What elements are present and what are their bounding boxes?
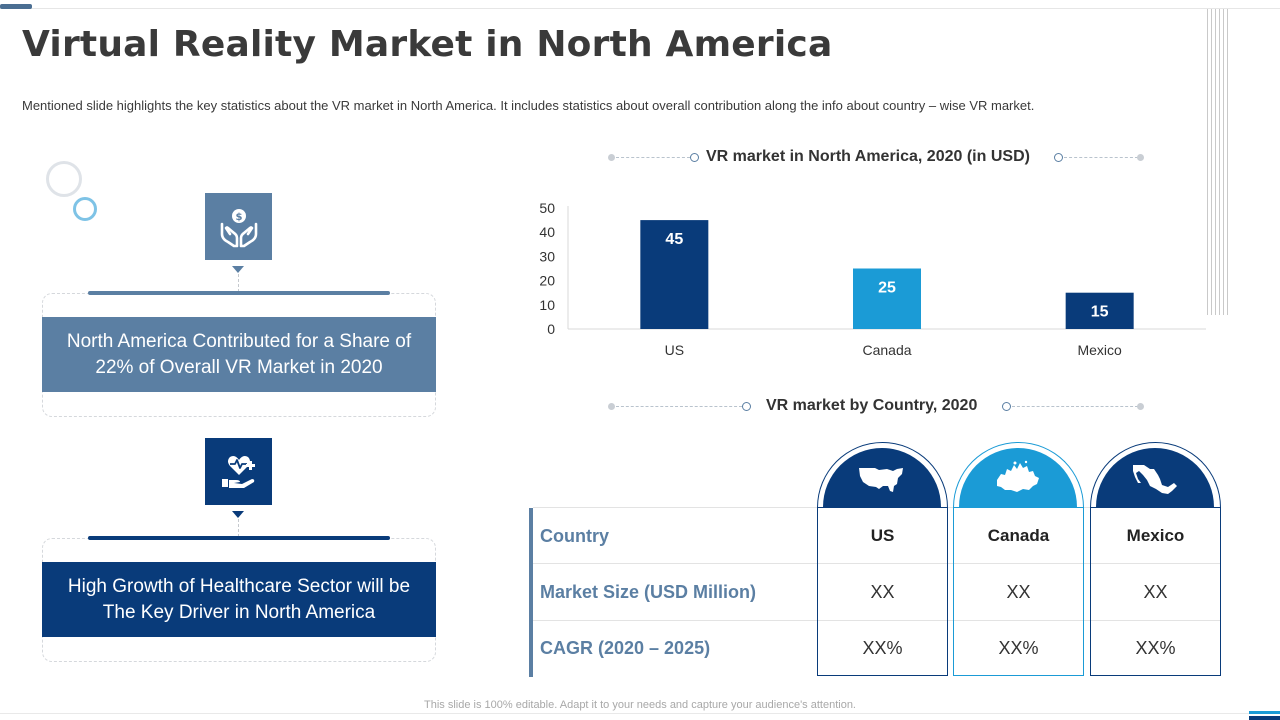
mexico-column [1090,507,1221,676]
chart-section-header: VR market in North America, 2020 (in USD… [608,148,1146,168]
card-top-bar [88,536,390,540]
top-divider [0,8,1280,9]
bottom-divider [0,713,1280,714]
card-healthcare-text: High Growth of Healthcare Sector will be… [42,562,436,637]
us-column [817,507,948,676]
x-tick-label: Canada [862,342,911,358]
decorative-stripes [1207,9,1229,315]
chart-section-title: VR market in North America, 2020 (in USD… [706,148,1030,165]
page-title: Virtual Reality Market in North America [22,24,833,65]
col-header-canada: Canada [987,526,1050,545]
bottom-accent-bar [1249,716,1280,720]
connector-line [238,274,239,292]
row-label-market-size: Market Size (USD Million) [540,582,757,602]
y-tick-label: 40 [539,224,555,240]
card-share-text: North America Contributed for a Share of… [42,317,436,392]
top-accent-bar [0,4,32,9]
row-label-cagr: CAGR (2020 – 2025) [540,638,711,658]
us-map-icon [859,467,903,492]
bar-mexico [1065,292,1134,329]
mexico-map-icon [1133,464,1177,494]
us-market-size: XX [870,582,895,602]
table-section-title: VR market by Country, 2020 [766,397,978,414]
table-left-border [529,508,533,677]
bar-canada [853,268,921,329]
x-tick-label: Mexico [1077,342,1122,358]
canada-market-size: XX [1006,582,1031,602]
pointer-triangle [232,266,244,273]
canada-cagr: XX% [998,638,1039,658]
us-column-cap [817,442,948,508]
col-header-us: US [870,526,895,545]
mexico-market-size: XX [1143,582,1168,602]
bar-data-label: 45 [665,231,683,248]
y-tick-label: 20 [539,273,555,289]
row-divider [533,620,1221,621]
y-tick-label: 0 [547,321,555,337]
mexico-column-cap [1090,442,1221,508]
mexico-cagr: XX% [1135,638,1176,658]
connector-line [238,519,239,537]
bottom-accent-bar [1249,711,1280,714]
bar-us [640,220,709,329]
pointer-triangle [232,511,244,518]
decor-circle-small [73,197,97,221]
bar-data-label: 25 [878,280,896,297]
x-tick-label: US [665,342,684,358]
y-tick-label: 30 [539,248,555,264]
canada-column [953,507,1084,676]
vr-market-bar-chart: 0 10 20 30 40 50 45 US 25 Canada 15 Mexico [539,200,1206,358]
canada-map-icon [997,460,1039,492]
table-section-header: VR market by Country, 2020 [608,397,1146,417]
decor-circle-large [46,161,82,197]
col-header-mexico: Mexico [1126,526,1185,545]
us-cagr: XX% [862,638,903,658]
card-top-bar [88,291,390,295]
healthcare-hand-icon [205,438,272,505]
row-label-country: Country [540,526,609,546]
canada-column-cap [953,442,1084,508]
y-tick-label: 50 [539,200,555,216]
footer-note: This slide is 100% editable. Adapt it to… [424,699,856,711]
svg-text:$: $ [235,212,242,223]
y-tick-label: 10 [539,297,555,313]
row-divider [533,563,1221,564]
page-subtitle: Mentioned slide highlights the key stati… [22,98,1035,113]
bar-data-label: 15 [1091,304,1109,321]
money-hands-icon: $ [205,193,272,260]
